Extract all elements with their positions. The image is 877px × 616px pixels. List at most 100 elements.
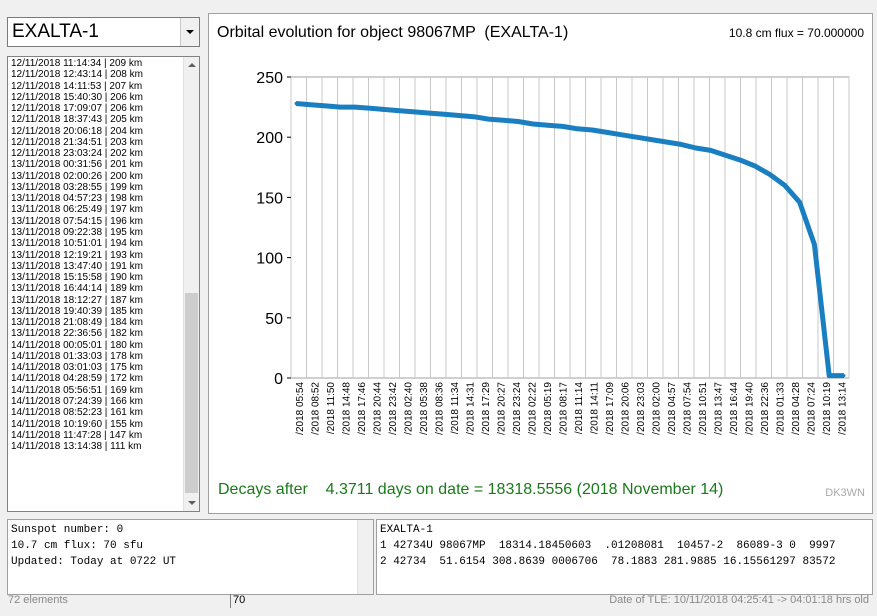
x-tick-label: /2018 02:00 <box>651 382 662 435</box>
x-tick-label: /2018 05:19 <box>543 382 554 435</box>
list-item[interactable]: 13/11/2018 15:15:58 | 190 km <box>11 272 143 284</box>
scroll-down-icon[interactable] <box>184 495 199 511</box>
x-tick-label: /2018 02:40 <box>403 382 414 435</box>
data-point <box>383 108 387 112</box>
chevron-down-icon[interactable] <box>180 18 199 46</box>
y-tick-label: 0 <box>274 371 283 388</box>
scroll-thumb[interactable] <box>185 293 198 493</box>
data-point <box>649 138 653 142</box>
list-item[interactable]: 14/11/2018 07:24:39 | 166 km <box>11 395 143 407</box>
list-item[interactable]: 12/11/2018 17:09:07 | 206 km <box>11 103 143 115</box>
list-item[interactable]: 14/11/2018 11:47:28 | 147 km <box>11 429 143 441</box>
data-point <box>398 109 402 113</box>
list-item[interactable]: 12/11/2018 18:37:43 | 205 km <box>11 114 143 126</box>
list-item[interactable]: 12/11/2018 21:34:51 | 203 km <box>11 136 143 148</box>
list-item[interactable]: 13/11/2018 19:40:39 | 185 km <box>11 305 143 317</box>
list-item[interactable]: 13/11/2018 16:44:14 | 189 km <box>11 283 143 295</box>
list-item[interactable]: 13/11/2018 09:22:38 | 195 km <box>11 226 143 238</box>
list-item[interactable]: 14/11/2018 00:05:01 | 180 km <box>11 339 143 351</box>
data-point <box>294 101 298 105</box>
y-tick-label: 50 <box>265 311 283 328</box>
x-tick-label: /2018 05:38 <box>419 382 430 435</box>
decay-result: Decays after 4.3711 days on date = 18318… <box>218 481 724 498</box>
sunspot-line: Sunspot number: 0 <box>11 524 124 536</box>
list-item[interactable]: 13/11/2018 04:57:23 | 198 km <box>11 193 143 205</box>
tle-box[interactable]: EXALTA-1 1 42734U 98067MP 18314.18450603… <box>376 519 873 595</box>
data-point <box>842 374 846 378</box>
data-point <box>620 133 624 137</box>
x-tick-label: /2018 11:14 <box>574 382 585 435</box>
status-tle-date: Date of TLE: 10/11/2018 04:25:41 -> 04:0… <box>609 594 869 606</box>
list-item[interactable]: 13/11/2018 00:31:56 | 201 km <box>11 159 143 171</box>
x-tick-label: /2018 22:36 <box>760 382 771 435</box>
list-item[interactable]: 12/11/2018 23:03:24 | 202 km <box>11 148 143 160</box>
list-item[interactable]: 14/11/2018 10:19:60 | 155 km <box>11 418 143 430</box>
list-item[interactable]: 12/11/2018 11:14:34 | 209 km <box>11 58 143 69</box>
x-tick-label: /2018 13:14 <box>837 382 848 435</box>
x-tick-label: /2018 07:54 <box>682 382 693 435</box>
data-point <box>812 242 816 246</box>
list-item[interactable]: 14/11/2018 08:52:23 | 161 km <box>11 407 143 419</box>
pass-list[interactable]: 12/11/2018 11:14:34 | 209 km 12/11/2018 1… <box>7 56 200 512</box>
list-item[interactable]: 13/11/2018 22:36:56 | 182 km <box>11 328 143 340</box>
list-item[interactable]: 14/11/2018 05:56:51 | 169 km <box>11 384 143 396</box>
tle-line-1: 1 42734U 98067MP 18314.18450603 .0120808… <box>380 540 836 552</box>
data-point <box>724 153 728 157</box>
scroll-up-icon[interactable] <box>184 57 199 73</box>
x-tick-label: /2018 17:09 <box>605 382 616 435</box>
list-item[interactable]: 12/11/2018 12:43:14 | 208 km <box>11 69 143 81</box>
data-point <box>531 122 535 126</box>
x-tick-label: /2018 23:24 <box>512 382 523 435</box>
list-item[interactable]: 12/11/2018 15:40:30 | 206 km <box>11 91 143 103</box>
data-point <box>338 105 342 109</box>
list-item[interactable]: 13/11/2018 13:47:40 | 191 km <box>11 260 143 272</box>
list-item[interactable]: 13/11/2018 03:28:55 | 199 km <box>11 181 143 193</box>
data-point <box>575 127 579 131</box>
list-item[interactable]: 14/11/2018 13:14:38 | 111 km <box>11 441 142 453</box>
list-item[interactable]: 13/11/2018 02:00:26 | 200 km <box>11 170 143 182</box>
data-point <box>546 123 550 127</box>
pass-list-scrollbar[interactable] <box>183 57 199 511</box>
list-item[interactable]: 14/11/2018 01:33:03 | 178 km <box>11 350 143 362</box>
x-tick-label: /2018 10:19 <box>822 382 833 435</box>
x-tick-label: /2018 23:03 <box>636 382 647 435</box>
list-item[interactable]: 13/11/2018 10:51:01 | 194 km <box>11 238 143 250</box>
data-point <box>694 146 698 150</box>
data-point <box>561 124 565 128</box>
data-point <box>709 148 713 152</box>
solar-info-box[interactable]: Sunspot number: 0 10.7 cm flux: 70 sfu U… <box>7 519 374 595</box>
status-flux: 70 <box>233 594 246 606</box>
data-point <box>768 173 772 177</box>
watermark: DK3WN <box>825 487 865 499</box>
flux-note: 10.8 cm flux = 70.000000 <box>728 26 864 40</box>
list-item[interactable]: 13/11/2018 12:19:21 | 193 km <box>11 249 143 261</box>
data-point <box>798 200 802 204</box>
data-point <box>442 112 446 116</box>
x-tick-label: /2018 20:27 <box>496 382 507 435</box>
data-point <box>738 158 742 162</box>
x-tick-label: /2018 02:22 <box>527 382 538 435</box>
list-item[interactable]: 14/11/2018 03:01:03 | 175 km <box>11 362 143 374</box>
series-line <box>295 101 844 379</box>
y-tick-label: 150 <box>256 190 283 207</box>
data-point <box>783 183 787 187</box>
chart-title: Orbital evolution for object 98067MP (EX… <box>217 24 569 41</box>
x-tick-label: /2018 01:33 <box>775 382 786 435</box>
list-item[interactable]: 12/11/2018 20:06:18 | 204 km <box>11 125 143 137</box>
list-item[interactable]: 13/11/2018 06:25:49 | 197 km <box>11 204 143 216</box>
data-point <box>501 118 505 122</box>
data-point <box>309 103 313 107</box>
satellite-select-value: EXALTA-1 <box>12 21 99 42</box>
list-item[interactable]: 12/11/2018 14:11:53 | 207 km <box>11 80 143 92</box>
satellite-select[interactable]: EXALTA-1 <box>7 17 200 47</box>
list-item[interactable]: 14/11/2018 04:28:59 | 172 km <box>11 373 143 385</box>
x-tick-label: /2018 14:11 <box>589 382 600 435</box>
data-point <box>664 140 668 144</box>
info-scrollbar[interactable] <box>357 520 373 594</box>
list-item[interactable]: 13/11/2018 07:54:15 | 196 km <box>11 215 143 227</box>
list-item[interactable]: 13/11/2018 18:12:27 | 187 km <box>11 294 143 306</box>
status-separator <box>230 594 231 608</box>
data-point <box>827 374 831 378</box>
list-item[interactable]: 13/11/2018 21:08:49 | 184 km <box>11 317 143 329</box>
data-point <box>753 164 757 168</box>
